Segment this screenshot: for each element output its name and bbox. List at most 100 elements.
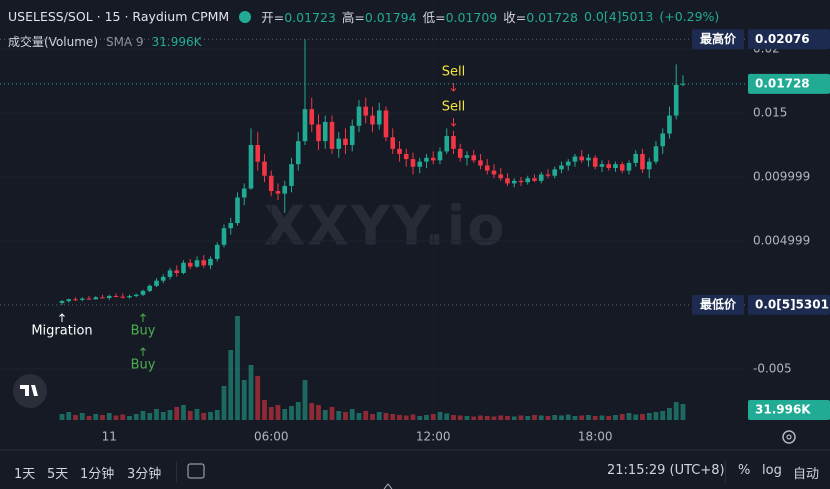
candle-body <box>201 260 207 266</box>
ohlc-value: 0.01723 <box>284 10 336 25</box>
watermark: XXYY.io <box>264 195 507 258</box>
candle-body <box>241 188 247 198</box>
badge-value: 0.01728 <box>755 76 810 90</box>
clock: 21:15:29 (UTC+8) <box>607 463 725 478</box>
volume-bar <box>208 412 213 420</box>
settings-icon[interactable] <box>782 430 796 444</box>
volume-bar <box>275 405 281 420</box>
interval-button[interactable]: 1分钟 <box>80 467 115 482</box>
marker-arrow <box>140 347 146 356</box>
volume-bar <box>322 410 328 420</box>
ohlc-item: 收=0.01728 <box>503 7 578 26</box>
volume-bar <box>174 407 180 420</box>
interval-button[interactable]: 5天 <box>47 467 69 482</box>
volume-bar <box>525 416 531 420</box>
candle-body <box>248 144 254 189</box>
volume-bar <box>511 416 517 420</box>
volume-bar <box>626 413 632 420</box>
volume-title: 成交量(Volume) <box>8 35 98 49</box>
tv-logo[interactable] <box>13 374 47 408</box>
candle-body <box>511 180 517 184</box>
volume-bar <box>633 414 639 420</box>
separator <box>725 461 726 483</box>
interval-button[interactable]: 3分钟 <box>127 467 162 482</box>
volume-bar <box>295 402 301 420</box>
volume-bar <box>667 408 672 420</box>
candle-body <box>484 165 490 171</box>
option-button[interactable]: log <box>762 463 782 478</box>
ohlc: 开=0.01723 高=0.01794 低=0.01709 收=0.01728 <box>261 7 578 26</box>
candle-body <box>140 290 146 295</box>
candle-body <box>127 296 132 298</box>
candle-body <box>552 169 558 176</box>
separator <box>176 461 177 483</box>
candle-body <box>147 285 153 291</box>
collapse-icon[interactable] <box>383 483 393 489</box>
header: USELESS/SOL · 15 · Raydium CPMM 开=0.0172… <box>8 7 719 26</box>
badge-bg <box>748 400 830 421</box>
candle-body <box>390 137 396 149</box>
volume-bar <box>127 416 132 420</box>
volume-bar <box>410 414 416 420</box>
candle-body <box>619 164 625 171</box>
candle-body <box>451 136 456 149</box>
candle-body <box>586 157 591 161</box>
option-button[interactable]: 自动 <box>793 467 820 482</box>
candle-body <box>363 106 369 116</box>
volume-bar <box>262 400 267 420</box>
volume-bar <box>457 415 463 420</box>
volume-bar <box>559 415 564 420</box>
volume-bar <box>133 414 139 420</box>
candle-body <box>383 110 389 138</box>
replay-icon[interactable] <box>187 463 205 479</box>
candle-body <box>478 160 483 166</box>
volume-bar <box>228 350 234 420</box>
ohlc-label: 低= <box>422 10 446 25</box>
volume-bar <box>538 415 544 420</box>
volume-bar <box>181 405 186 420</box>
volume-bar <box>214 410 220 420</box>
change-pct: (+0.29%) <box>659 9 720 24</box>
candle-body <box>349 125 355 145</box>
option-button[interactable]: % <box>738 463 751 478</box>
candle-body <box>599 164 605 167</box>
candle-body <box>282 185 288 194</box>
ohlc-value: 0.01728 <box>526 10 578 25</box>
badge-value: 0.0[5]5301 <box>755 297 829 311</box>
volume-bar <box>397 415 402 420</box>
candle-body <box>262 161 267 176</box>
interval-button[interactable]: 1天 <box>14 467 36 482</box>
x-tick-label: 18:00 <box>578 430 613 444</box>
badge-label: 最高价 <box>700 31 737 46</box>
candle-body <box>667 115 672 134</box>
volume-bar <box>268 407 274 420</box>
candle-body <box>275 191 281 194</box>
candle-body <box>86 298 92 300</box>
volume-bar <box>343 412 348 420</box>
volume-bar <box>120 414 126 420</box>
marker-arrow <box>450 83 457 92</box>
change: 0.0[4]5013 <box>583 9 654 24</box>
volume-bar <box>336 411 342 420</box>
candle-body <box>430 157 436 161</box>
volume-bar <box>471 416 477 420</box>
candle-body <box>174 270 180 273</box>
volume-bar <box>147 413 153 420</box>
visibility-icon[interactable] <box>239 10 252 23</box>
volume-bar <box>417 416 423 420</box>
volume-bar <box>505 416 510 420</box>
volume-bar <box>586 415 591 420</box>
candle-body <box>518 180 524 183</box>
marker-text: Migration <box>31 324 92 339</box>
volume-bar <box>282 409 288 420</box>
candle-body <box>626 162 632 171</box>
candle-body <box>471 155 477 161</box>
candle-body <box>322 121 328 142</box>
badge-bg <box>748 29 830 50</box>
candle-body <box>498 174 504 179</box>
volume-bar <box>106 413 112 420</box>
candle-body <box>181 262 186 273</box>
volume-bar <box>640 414 645 420</box>
candle-body <box>417 161 423 167</box>
volume-bar <box>113 415 119 420</box>
